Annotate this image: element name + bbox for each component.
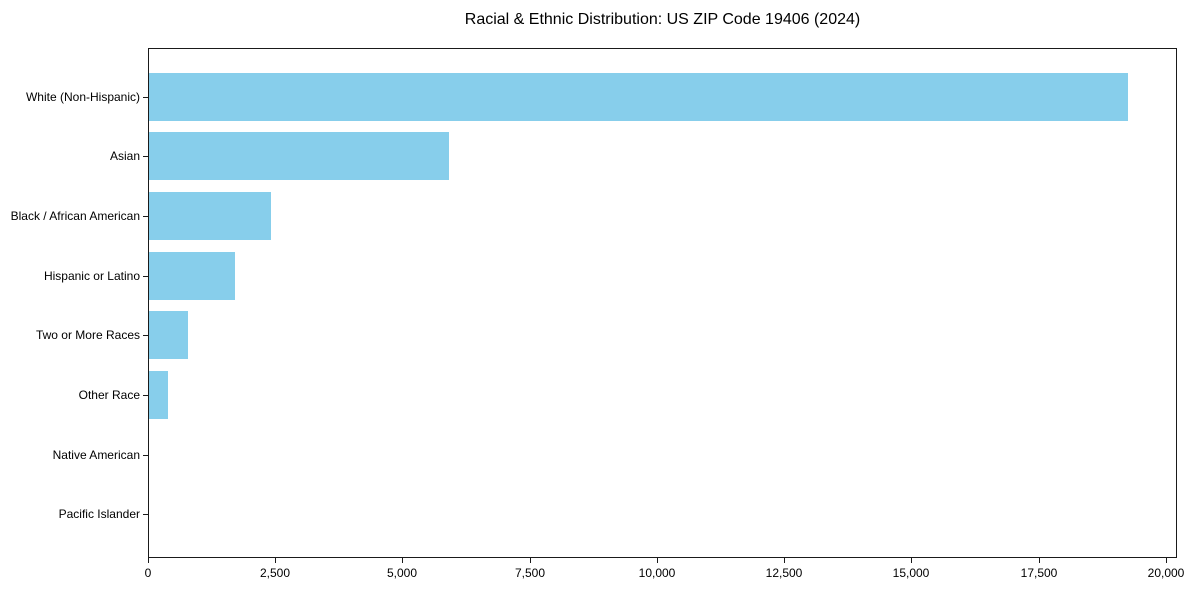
x-tick-mark [911, 558, 912, 563]
y-tick-mark [143, 156, 149, 157]
x-tick-label: 2,500 [259, 566, 291, 580]
y-tick-label: Hispanic or Latino [43, 269, 140, 283]
y-tick-label: Two or More Races [35, 328, 140, 342]
y-tick-mark [143, 276, 149, 277]
x-tick-label: 0 [144, 566, 152, 580]
y-tick-label: White (Non-Hispanic) [25, 90, 140, 104]
plot-area [148, 48, 1177, 558]
bar-black-african-american [149, 192, 271, 241]
x-tick-label: 15,000 [892, 566, 930, 580]
x-tick-label: 12,500 [765, 566, 803, 580]
y-tick-mark [143, 514, 149, 515]
bar-other-race [149, 370, 168, 419]
x-tick-label: 10,000 [638, 566, 676, 580]
x-tick-mark [530, 558, 531, 563]
x-tick-mark [148, 558, 149, 563]
chart-title: Racial & Ethnic Distribution: US ZIP Cod… [464, 11, 861, 28]
x-tick-mark [275, 558, 276, 563]
y-tick-label: Asian [109, 149, 140, 163]
bar-two-or-more-races [149, 311, 188, 360]
y-tick-label: Black / African American [10, 209, 140, 223]
x-tick-label: 7,500 [514, 566, 546, 580]
bar-hispanic-or-latino [149, 251, 235, 300]
x-tick-mark [784, 558, 785, 563]
y-tick-mark [143, 216, 149, 217]
y-tick-label: Other Race [78, 388, 140, 402]
y-tick-label: Native American [52, 448, 140, 462]
x-tick-mark [1166, 558, 1167, 563]
x-tick-mark [402, 558, 403, 563]
bar-white-non-hispanic [149, 72, 1128, 121]
y-tick-mark [143, 97, 149, 98]
x-tick-label: 17,500 [1020, 566, 1058, 580]
y-tick-mark [143, 395, 149, 396]
x-tick-label: 20,000 [1147, 566, 1185, 580]
bar-asian [149, 132, 449, 181]
x-tick-label: 5,000 [386, 566, 418, 580]
x-tick-mark [657, 558, 658, 563]
x-tick-mark [1039, 558, 1040, 563]
y-tick-label: Pacific Islander [58, 507, 140, 521]
y-tick-mark [143, 455, 149, 456]
y-tick-mark [143, 335, 149, 336]
